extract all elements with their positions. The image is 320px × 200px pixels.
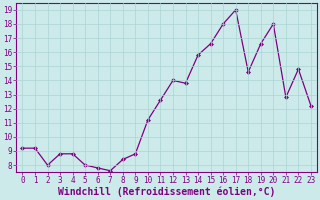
- X-axis label: Windchill (Refroidissement éolien,°C): Windchill (Refroidissement éolien,°C): [58, 187, 276, 197]
